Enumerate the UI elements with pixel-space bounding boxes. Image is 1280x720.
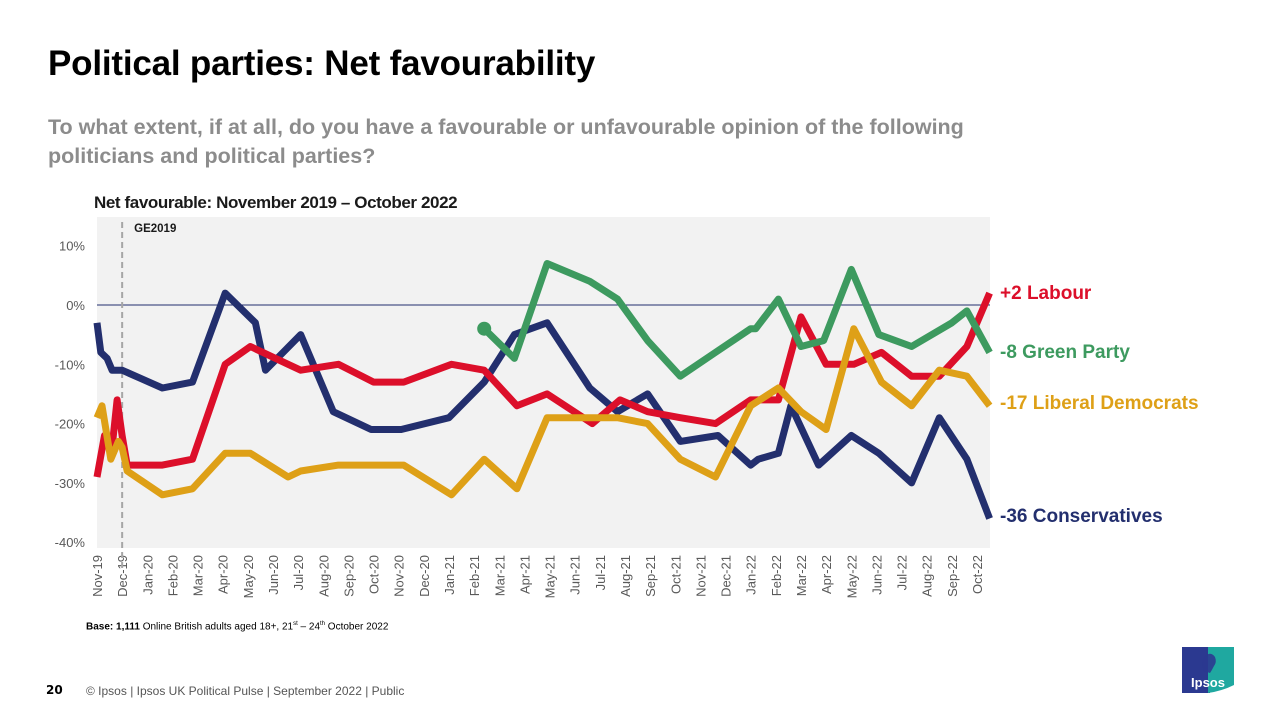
x-tick-label: Apr-20 xyxy=(216,555,231,594)
series-line-labour xyxy=(93,291,993,478)
x-tick-label: May-22 xyxy=(844,555,859,598)
x-tick-label: Sep-22 xyxy=(945,555,960,597)
base-sup-1: st xyxy=(293,621,298,627)
x-tick-label: Aug-22 xyxy=(920,555,935,597)
x-tick-label: Dec-21 xyxy=(719,555,734,597)
x-tick-label: May-21 xyxy=(543,555,558,598)
footer-text: © Ipsos | Ipsos UK Political Pulse | Sep… xyxy=(86,684,405,698)
x-axis: Nov-19 Dec-19 Jan-20 Feb-20 Mar-20 Apr-20 May-… xyxy=(90,555,985,598)
base-note: Base: 1,111 Online British adults aged 1… xyxy=(86,621,388,632)
slide-title: Political parties: Net favourability xyxy=(48,44,596,83)
series-line-conservatives xyxy=(93,289,993,520)
series-line-green-party xyxy=(481,260,993,380)
x-tick-label: May-20 xyxy=(241,555,256,598)
x-tick-label: Apr-21 xyxy=(517,555,532,594)
end-label-green-party: -8 Green Party xyxy=(1000,342,1130,363)
logo-text: Ipsos xyxy=(1191,675,1225,690)
page-number: 20 xyxy=(46,683,63,697)
x-tick-label: Sep-20 xyxy=(341,555,356,597)
base-end: October 2022 xyxy=(325,621,389,633)
x-tick-label: Aug-21 xyxy=(618,555,633,597)
x-tick-label: Jan-22 xyxy=(744,555,759,595)
x-tick-label: Oct-22 xyxy=(970,555,985,594)
x-tick-label: Nov-21 xyxy=(693,555,708,597)
base-text: Online British adults aged 18+, 21 xyxy=(139,621,294,633)
x-tick-label: Nov-20 xyxy=(392,555,407,597)
end-label-labour: +2 Labour xyxy=(1000,283,1092,304)
x-tick-label: Oct-20 xyxy=(367,555,382,594)
x-tick-label: Nov-19 xyxy=(90,555,105,597)
x-tick-label: Jun-21 xyxy=(568,555,583,595)
x-tick-label: Dec-20 xyxy=(417,555,432,597)
series-lines xyxy=(93,260,993,520)
x-tick-label: Jul-22 xyxy=(895,555,910,590)
x-tick-label: Feb-20 xyxy=(165,555,180,596)
y-tick-label: 10% xyxy=(59,239,85,254)
x-tick-label: Jan-20 xyxy=(140,555,155,595)
base-sup-2: th xyxy=(320,621,326,627)
x-tick-label: Feb-21 xyxy=(467,555,482,596)
slide-subtitle: To what extent, if at all, do you have a… xyxy=(48,115,964,168)
x-tick-label: Apr-22 xyxy=(819,555,834,594)
end-labels: -36 Conservatives +2 Labour -8 Green Party… xyxy=(1000,283,1199,527)
x-tick-label: Oct-21 xyxy=(668,555,683,594)
ge2019-label: GE2019 xyxy=(134,223,176,235)
x-tick-label: Sep-21 xyxy=(643,555,658,597)
end-label-conservatives: -36 Conservatives xyxy=(1000,506,1163,527)
series-start-marker-green-party xyxy=(477,321,492,336)
y-tick-label: -30% xyxy=(55,476,86,491)
x-tick-label: Feb-22 xyxy=(769,555,784,596)
y-tick-label: -20% xyxy=(55,417,86,432)
end-label-liberal-democrats: -17 Liberal Democrats xyxy=(1000,393,1199,414)
x-tick-label: Jun-22 xyxy=(869,555,884,595)
y-axis: 10% 0% -10% -20% -30% -40% xyxy=(55,239,86,551)
x-tick-label: Mar-22 xyxy=(794,555,809,596)
base-mid: – 24 xyxy=(297,621,321,633)
y-tick-label: 0% xyxy=(66,298,85,313)
x-tick-label: Jul-20 xyxy=(291,555,306,590)
x-tick-label: Mar-21 xyxy=(492,555,507,596)
series-line-liberal-democrats xyxy=(93,325,993,499)
x-tick-label: Dec-19 xyxy=(115,555,130,597)
x-tick-label: Aug-20 xyxy=(316,555,331,597)
x-tick-label: Jan-21 xyxy=(442,555,457,595)
x-tick-label: Mar-20 xyxy=(191,555,206,596)
x-tick-label: Jun-20 xyxy=(266,555,281,595)
x-tick-label: Jul-21 xyxy=(593,555,608,590)
y-tick-label: -10% xyxy=(55,357,86,372)
ipsos-logo: Ipsos xyxy=(1182,647,1234,693)
chart-title: Net favourable: November 2019 – October … xyxy=(94,193,458,212)
base-bold: Base: 1,111 xyxy=(86,621,140,633)
y-tick-label: -40% xyxy=(55,535,86,550)
